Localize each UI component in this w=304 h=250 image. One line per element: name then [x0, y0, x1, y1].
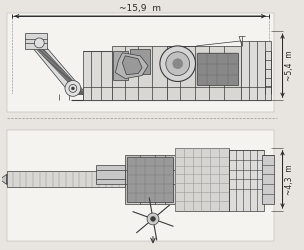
Bar	[127, 157, 173, 202]
Polygon shape	[122, 56, 142, 74]
Polygon shape	[26, 39, 87, 94]
Bar	[130, 49, 150, 74]
Circle shape	[65, 80, 81, 96]
Bar	[167, 46, 241, 100]
Circle shape	[160, 46, 195, 82]
Polygon shape	[0, 174, 7, 184]
Circle shape	[34, 38, 44, 48]
Bar	[262, 155, 274, 204]
Circle shape	[71, 87, 74, 90]
Bar	[96, 164, 125, 184]
Circle shape	[150, 216, 155, 222]
Bar	[175, 148, 229, 211]
Bar	[7, 13, 274, 112]
Text: ~5,4  m: ~5,4 m	[285, 50, 293, 81]
Bar	[7, 172, 125, 187]
Bar	[125, 155, 175, 204]
Bar	[26, 33, 47, 49]
Bar	[83, 88, 256, 100]
Bar	[7, 130, 274, 241]
Text: ~4,3  m: ~4,3 m	[285, 164, 293, 195]
Bar	[196, 53, 238, 86]
Circle shape	[173, 59, 183, 69]
Polygon shape	[116, 53, 148, 78]
Text: ~15,9  m: ~15,9 m	[119, 4, 161, 13]
Bar	[241, 41, 271, 100]
Bar	[113, 51, 128, 80]
Circle shape	[147, 213, 159, 225]
Bar	[83, 51, 112, 100]
Circle shape	[166, 52, 190, 76]
Bar	[229, 150, 264, 211]
Polygon shape	[7, 174, 16, 184]
Bar	[112, 46, 167, 100]
